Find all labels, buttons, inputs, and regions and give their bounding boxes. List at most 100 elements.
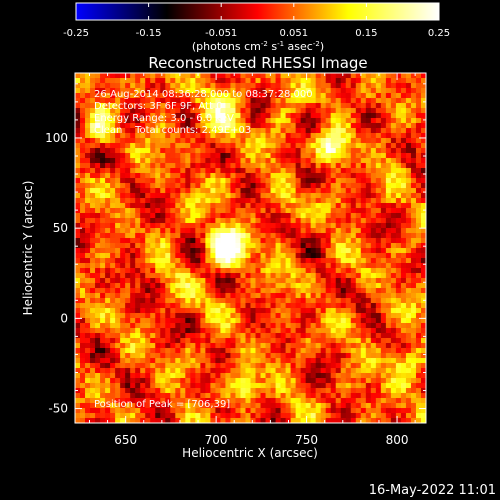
heatmap-cell — [130, 353, 136, 359]
heatmap-cell — [315, 318, 322, 324]
heatmap-cell — [315, 153, 322, 159]
heatmap-cell — [275, 138, 281, 144]
heatmap-cell — [315, 123, 322, 129]
heatmap-cell — [145, 153, 151, 159]
heatmap-cell — [220, 163, 226, 169]
heatmap-cell — [330, 278, 337, 284]
heatmap-cell — [185, 378, 191, 384]
heatmap-cell — [385, 153, 392, 159]
heatmap-cell — [320, 348, 327, 354]
heatmap-cell — [420, 313, 427, 319]
heatmap-cell — [365, 98, 372, 104]
heatmap-cell — [75, 263, 81, 269]
heatmap-cell — [190, 123, 196, 129]
heatmap-cell — [360, 388, 367, 394]
heatmap-cell — [220, 343, 226, 349]
heatmap-cell — [275, 118, 281, 124]
heatmap-cell — [185, 218, 191, 224]
heatmap-cell — [400, 168, 407, 174]
heatmap-cell — [240, 353, 246, 359]
heatmap-cell — [235, 73, 241, 79]
heatmap-cell — [420, 238, 427, 244]
heatmap-cell — [270, 328, 276, 334]
heatmap-cell — [405, 338, 412, 344]
heatmap-cell — [275, 103, 281, 109]
heatmap-cell — [95, 323, 101, 329]
heatmap-cell — [335, 383, 342, 389]
heatmap-cell — [110, 323, 116, 329]
heatmap-cell — [115, 148, 121, 154]
heatmap-cell — [405, 93, 412, 99]
heatmap-cell — [100, 123, 106, 129]
heatmap-cell — [95, 253, 101, 259]
heatmap-cell — [310, 73, 317, 79]
heatmap-cell — [85, 193, 91, 199]
heatmap-cell — [320, 373, 327, 379]
heatmap-cell — [125, 203, 131, 209]
heatmap-cell — [90, 133, 96, 139]
heatmap-cell — [95, 223, 101, 229]
heatmap-cell — [135, 273, 141, 279]
heatmap-cell — [315, 83, 322, 89]
heatmap-cell — [160, 178, 166, 184]
heatmap-cell — [150, 338, 156, 344]
heatmap-cell — [195, 168, 201, 174]
heatmap-cell — [220, 93, 226, 99]
heatmap-cell — [265, 408, 271, 414]
heatmap-cell — [365, 363, 372, 369]
heatmap-cell — [275, 148, 281, 154]
heatmap-cell — [130, 403, 136, 409]
heatmap-cell — [330, 183, 337, 189]
heatmap-cell — [130, 153, 136, 159]
heatmap-cell — [95, 408, 101, 414]
heatmap-cell — [145, 103, 151, 109]
heatmap-cell — [210, 323, 216, 329]
heatmap-cell — [265, 273, 271, 279]
heatmap-cell — [185, 418, 191, 424]
heatmap-cell — [260, 208, 266, 214]
heatmap-cell — [115, 228, 121, 234]
heatmap-cell — [375, 278, 382, 284]
heatmap-cell — [405, 298, 412, 304]
heatmap-cell — [285, 328, 292, 334]
heatmap-cell — [375, 248, 382, 254]
heatmap-cell — [250, 168, 256, 174]
heatmap-cell — [245, 368, 251, 374]
heatmap-cell — [265, 123, 271, 129]
heatmap-cell — [325, 98, 332, 104]
heatmap-cell — [175, 73, 181, 79]
heatmap-cell — [175, 138, 181, 144]
heatmap-cell — [340, 373, 347, 379]
heatmap-cell — [290, 353, 297, 359]
heatmap-cell — [335, 273, 342, 279]
heatmap-cell — [135, 218, 141, 224]
heatmap-cell — [365, 163, 372, 169]
heatmap-cell — [320, 308, 327, 314]
heatmap-cell — [300, 363, 307, 369]
heatmap-cell — [380, 148, 387, 154]
heatmap-cell — [90, 248, 96, 254]
heatmap-cell — [180, 108, 186, 114]
heatmap-cell — [125, 243, 131, 249]
heatmap-cell — [215, 388, 221, 394]
heatmap-cell — [290, 373, 297, 379]
heatmap-cell — [160, 388, 166, 394]
heatmap-cell — [100, 128, 106, 134]
heatmap-cell — [320, 153, 327, 159]
heatmap-cell — [90, 128, 96, 134]
heatmap-cell — [225, 308, 231, 314]
heatmap-cell — [345, 108, 352, 114]
heatmap-cell — [220, 298, 226, 304]
heatmap-cell — [170, 223, 176, 229]
heatmap-cell — [290, 303, 297, 309]
heatmap-cell — [250, 393, 256, 399]
heatmap-cell — [210, 98, 216, 104]
heatmap-cell — [295, 148, 302, 154]
heatmap-cell — [415, 158, 422, 164]
heatmap-cell — [205, 198, 211, 204]
heatmap-cell — [355, 128, 362, 134]
heatmap-cell — [290, 378, 297, 384]
heatmap-cell — [295, 183, 302, 189]
heatmap-cell — [145, 163, 151, 169]
heatmap-cell — [215, 373, 221, 379]
